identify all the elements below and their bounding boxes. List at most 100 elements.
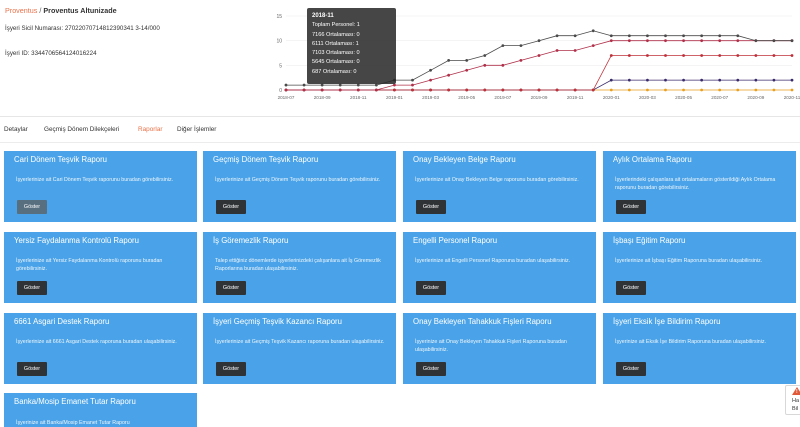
series-point[interactable]: [772, 78, 776, 82]
show-button[interactable]: Göster: [416, 200, 446, 214]
series-point[interactable]: [754, 88, 758, 92]
series-point[interactable]: [754, 54, 758, 57]
series-point[interactable]: [718, 39, 722, 43]
tab-gecmis-donem-dilekceleri[interactable]: Geçmiş Dönem Dilekçeleri: [44, 126, 120, 133]
series-point[interactable]: [790, 54, 794, 57]
series-point[interactable]: [356, 88, 360, 92]
series-point[interactable]: [736, 39, 740, 43]
series-point[interactable]: [736, 54, 740, 57]
series-point[interactable]: [356, 83, 360, 87]
series-point[interactable]: [555, 88, 559, 92]
tab-detaylar[interactable]: Detaylar: [4, 126, 28, 133]
series-point[interactable]: [393, 88, 396, 92]
series-point[interactable]: [736, 88, 740, 92]
series-point[interactable]: [718, 34, 722, 38]
series-point[interactable]: [302, 83, 306, 87]
series-point[interactable]: [465, 68, 469, 72]
show-button[interactable]: Göster: [17, 362, 47, 376]
series-point[interactable]: [483, 63, 487, 67]
series-point[interactable]: [320, 83, 324, 87]
series-point[interactable]: [790, 78, 794, 82]
series-point[interactable]: [627, 39, 631, 43]
series-point[interactable]: [483, 54, 487, 57]
series-point[interactable]: [338, 88, 342, 92]
series-point[interactable]: [646, 78, 649, 82]
series-point[interactable]: [664, 54, 667, 57]
series-point[interactable]: [591, 88, 595, 92]
series-point[interactable]: [447, 73, 451, 77]
series-point[interactable]: [519, 44, 523, 47]
series-point[interactable]: [573, 49, 577, 52]
series-point[interactable]: [772, 39, 776, 43]
series-point[interactable]: [591, 44, 595, 47]
series-point[interactable]: [700, 88, 704, 92]
series-point[interactable]: [772, 54, 776, 57]
series-point[interactable]: [501, 88, 505, 92]
series-point[interactable]: [772, 88, 776, 92]
series-point[interactable]: [664, 34, 667, 38]
series-point[interactable]: [609, 34, 613, 38]
series-point[interactable]: [555, 34, 559, 38]
series-point[interactable]: [338, 83, 342, 87]
series-point[interactable]: [718, 88, 722, 92]
series-point[interactable]: [591, 29, 595, 33]
series-point[interactable]: [754, 78, 758, 82]
series-point[interactable]: [501, 63, 505, 67]
series-point[interactable]: [736, 34, 740, 38]
series-point[interactable]: [555, 49, 559, 52]
series-point[interactable]: [393, 83, 396, 87]
show-button[interactable]: Göster: [416, 362, 446, 376]
series-point[interactable]: [447, 88, 451, 92]
series-point[interactable]: [429, 88, 432, 92]
series-point[interactable]: [411, 78, 414, 82]
series-point[interactable]: [609, 54, 613, 57]
series-point[interactable]: [682, 78, 685, 82]
series-point[interactable]: [790, 39, 794, 43]
show-button[interactable]: Göster: [216, 200, 246, 214]
series-point[interactable]: [411, 83, 414, 87]
show-button[interactable]: Göster: [216, 281, 246, 295]
show-button[interactable]: Göster: [216, 362, 246, 376]
series-point[interactable]: [682, 39, 685, 43]
series-point[interactable]: [429, 78, 432, 82]
series-point[interactable]: [682, 34, 685, 38]
series-point[interactable]: [682, 88, 685, 92]
series-point[interactable]: [718, 54, 722, 57]
series-point[interactable]: [646, 54, 649, 57]
series-point[interactable]: [700, 39, 704, 43]
show-button[interactable]: Göster: [616, 281, 646, 295]
series-point[interactable]: [320, 88, 324, 92]
series-point[interactable]: [573, 88, 577, 92]
series-point[interactable]: [537, 39, 541, 43]
series-point[interactable]: [627, 34, 631, 38]
series-point[interactable]: [519, 88, 523, 92]
series-point[interactable]: [718, 78, 722, 82]
help-widget[interactable]: ! Ha Bil: [785, 385, 800, 415]
series-point[interactable]: [664, 88, 667, 92]
series-point[interactable]: [302, 88, 306, 92]
show-button[interactable]: Göster: [416, 281, 446, 295]
series-point[interactable]: [465, 88, 469, 92]
series-point[interactable]: [537, 88, 541, 92]
series-point[interactable]: [374, 88, 378, 92]
series-point[interactable]: [664, 78, 667, 82]
series-point[interactable]: [627, 54, 631, 57]
series-point[interactable]: [700, 78, 704, 82]
series-point[interactable]: [447, 59, 451, 62]
show-button[interactable]: Göster: [616, 362, 646, 376]
series-point[interactable]: [664, 39, 667, 43]
tab-diger-islemler[interactable]: Diğer İşlemler: [177, 126, 217, 133]
series-point[interactable]: [284, 83, 288, 87]
series-point[interactable]: [519, 59, 523, 62]
series-point[interactable]: [790, 88, 794, 92]
series-point[interactable]: [609, 78, 613, 82]
breadcrumb-root-link[interactable]: Proventus: [5, 6, 38, 15]
series-point[interactable]: [465, 59, 469, 62]
series-point[interactable]: [609, 88, 613, 92]
series-point[interactable]: [736, 78, 740, 82]
series-point[interactable]: [609, 39, 613, 43]
series-point[interactable]: [754, 39, 758, 43]
series-point[interactable]: [429, 68, 432, 72]
series-point[interactable]: [483, 88, 487, 92]
series-point[interactable]: [627, 78, 631, 82]
